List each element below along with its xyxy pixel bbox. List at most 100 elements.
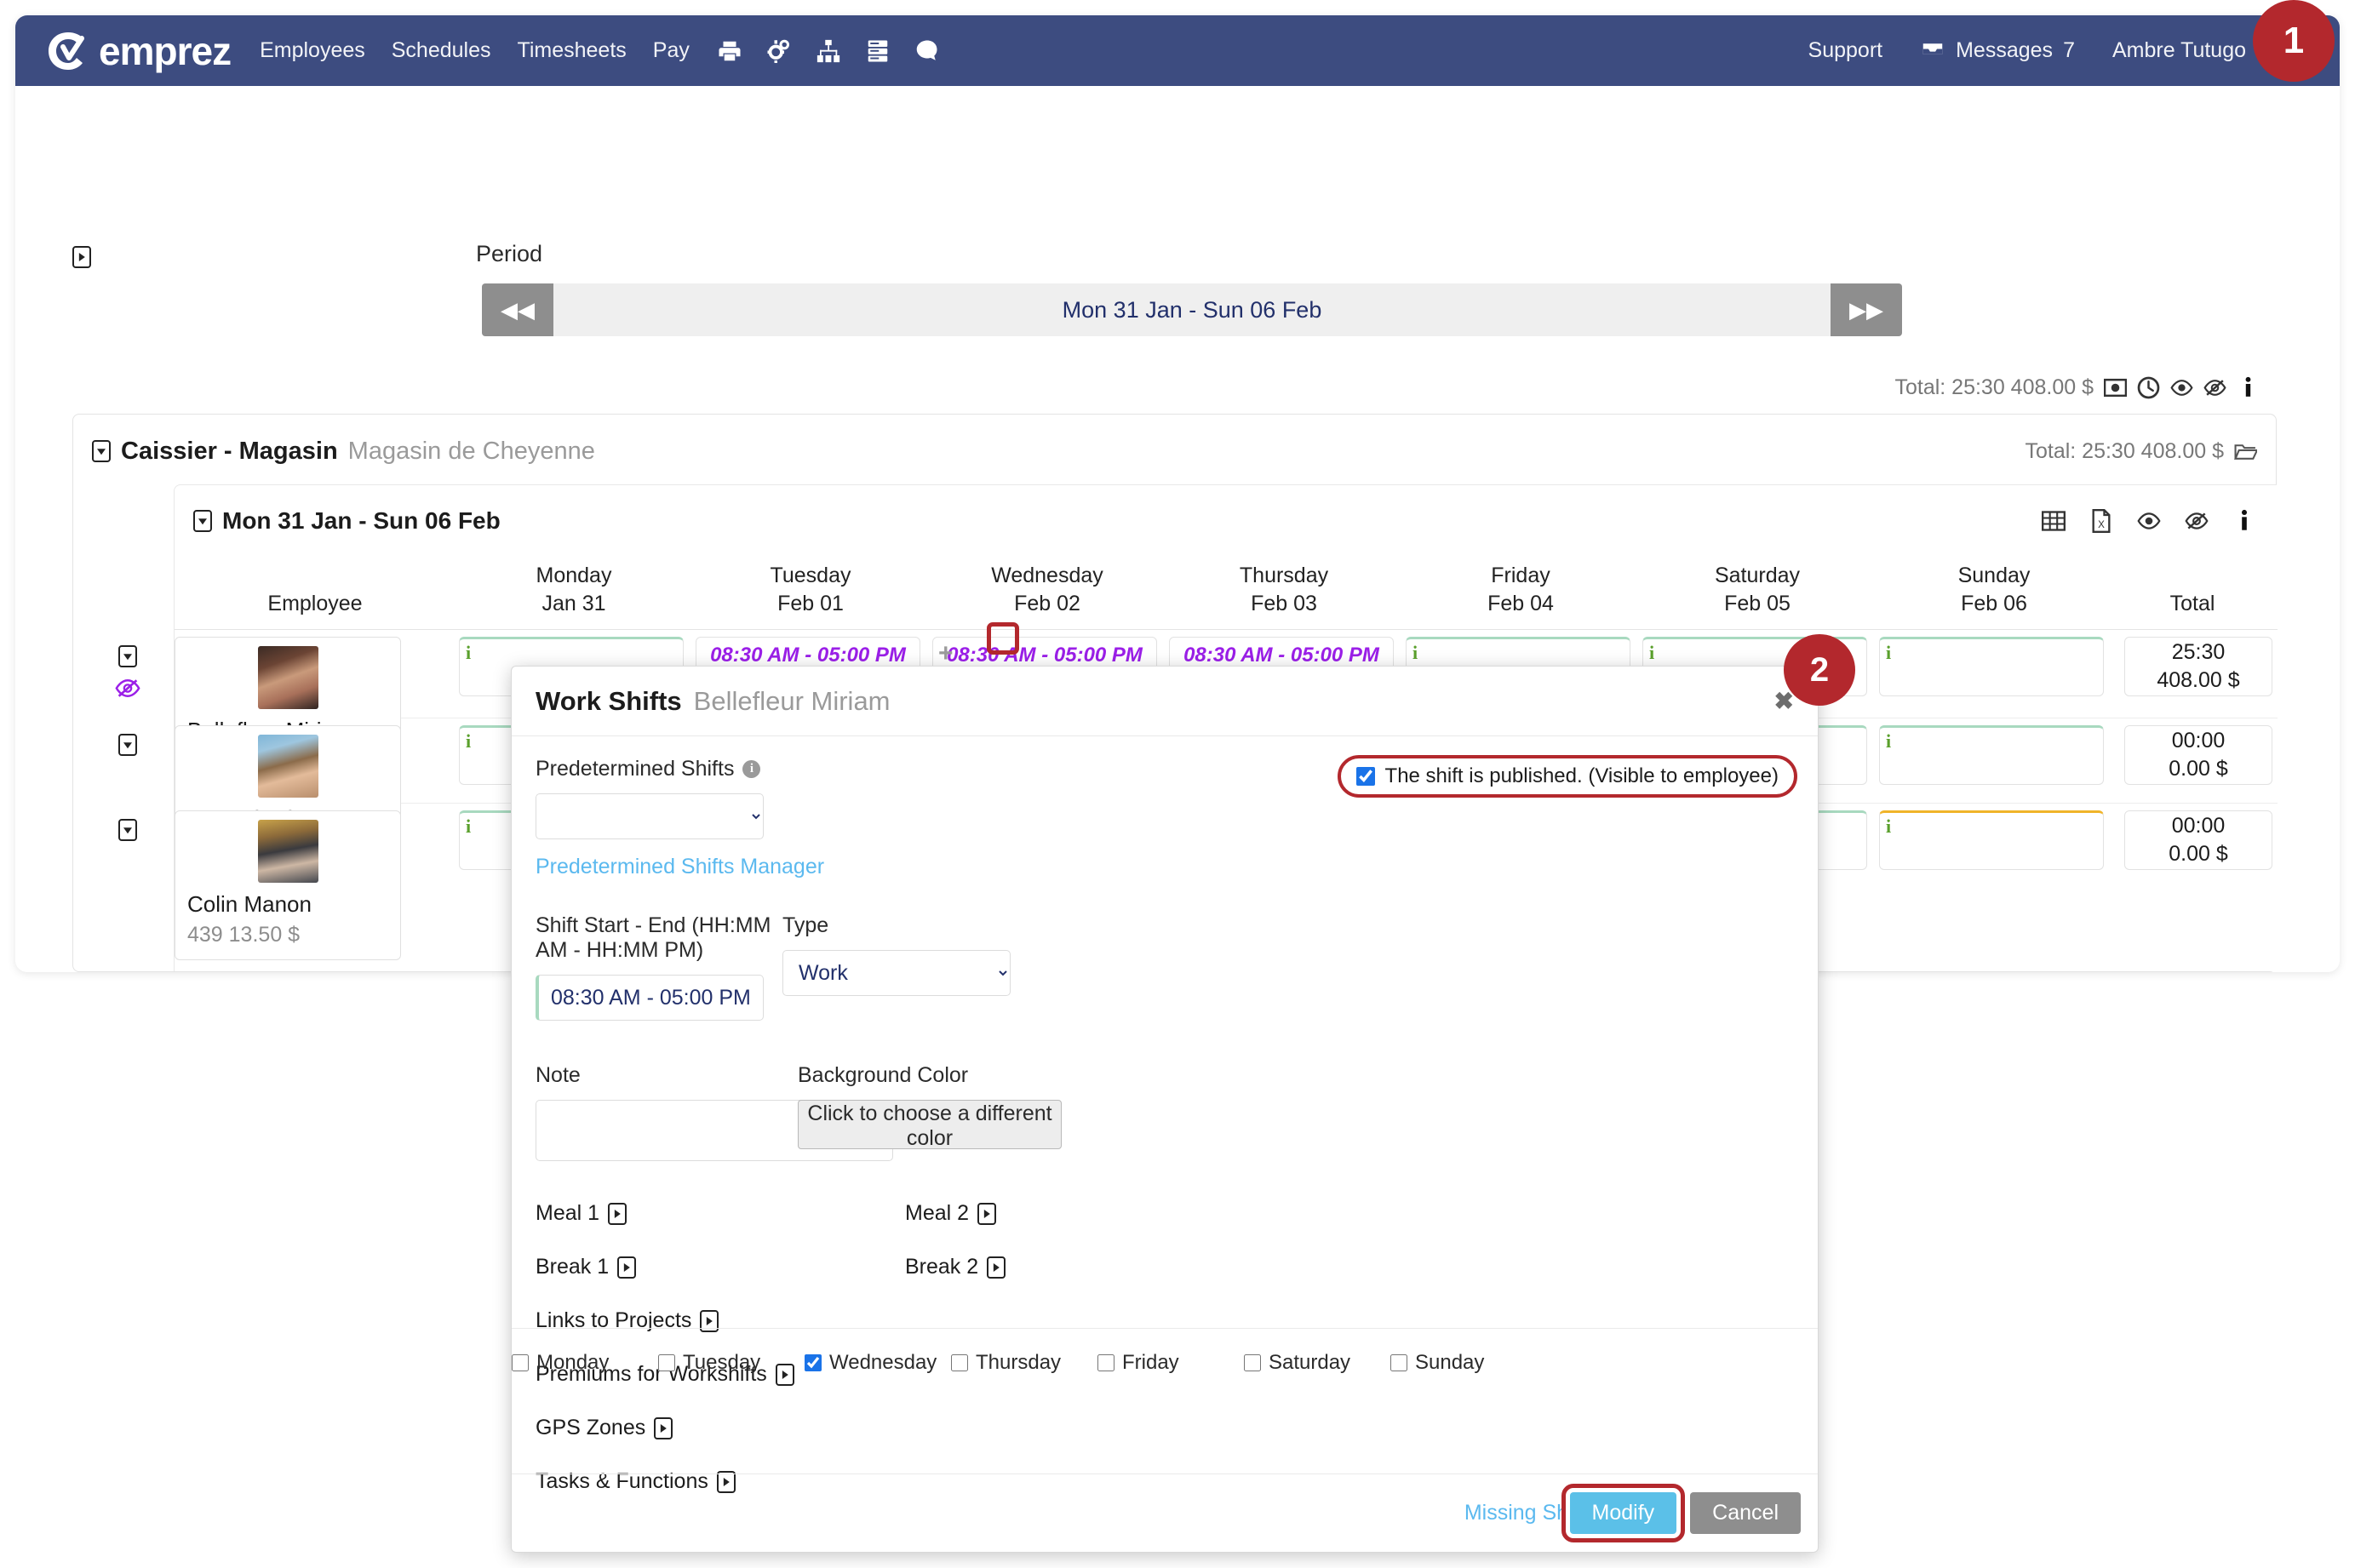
nav-item-schedules[interactable]: Schedules [391,38,491,62]
week-collapse-toggle[interactable] [193,510,212,532]
period-current-value[interactable]: Mon 31 Jan - Sun 06 Feb [1062,296,1322,323]
group-header: Caissier - Magasin Magasin de Cheyenne T… [92,432,2257,471]
total-hours: 00:00 [2171,814,2226,838]
info-badge[interactable]: i [1412,642,1418,663]
info-badge[interactable]: i [466,642,472,663]
info-badge[interactable]: i [466,815,472,837]
row-handle-2 [89,734,166,756]
row-expand-toggle[interactable] [118,819,137,841]
nav-support[interactable]: Support [1808,38,1883,62]
info-icon[interactable] [2237,376,2260,399]
eye-slash-icon[interactable] [2185,509,2209,533]
grand-total-text: Total: 25:30 408.00 $ [1894,375,2094,399]
shift-slot-empty[interactable]: i [1879,810,2104,870]
expand-icon[interactable] [716,1470,736,1493]
shift-start-end-input[interactable] [536,975,764,1021]
published-label[interactable]: The shift is published. (Visible to empl… [1384,764,1779,787]
group-total: Total: 25:30 408.00 $ [2025,439,2257,464]
day-checkbox-monday[interactable]: Monday [512,1351,658,1375]
open-folder-icon[interactable] [2234,440,2257,463]
accordion-row: Premiums for Workshifts [536,1362,1794,1387]
premiums-for-workshifts-section[interactable]: Premiums for Workshifts [536,1362,905,1387]
clock-icon[interactable] [2137,376,2160,399]
day-checkbox-wednesday[interactable]: Wednesday [805,1351,951,1375]
expand-icon[interactable] [977,1202,997,1225]
break-1-section[interactable]: Break 1 [536,1255,905,1279]
brand-logo-area[interactable]: emprez [46,30,232,72]
eye-slash-icon[interactable] [2203,376,2226,399]
shift-slot-empty[interactable]: i [1879,725,2104,785]
nav-item-timesheets[interactable]: Timesheets [517,38,627,62]
nav-right-group: Support Messages 7 Ambre Tutugo [1808,38,2309,64]
predetermined-shifts-select[interactable] [536,793,764,839]
org-chart-icon[interactable] [816,38,841,64]
break-2-section[interactable]: Break 2 [905,1255,1006,1279]
modal-title: Work Shifts [536,685,682,716]
choose-color-button[interactable]: Click to choose a different color [798,1100,1062,1150]
expand-icon[interactable] [654,1416,673,1439]
tasks-and-functions-section[interactable]: Tasks & Functions [536,1469,905,1494]
group-collapse-toggle[interactable] [92,440,111,462]
gps-zones-section[interactable]: GPS Zones [536,1416,905,1440]
expand-icon[interactable] [775,1363,794,1386]
shift-slot-empty[interactable]: i [1879,637,2104,696]
row-expand-toggle[interactable] [118,734,137,756]
published-checkbox-group[interactable]: The shift is published. (Visible to empl… [1337,755,1797,798]
grand-total-row: Total: 25:30 408.00 $ [1894,375,2260,400]
gears-icon[interactable] [766,38,792,64]
meal-1-section[interactable]: Meal 1 [536,1201,905,1226]
eye-slash-icon[interactable] [115,679,140,697]
expand-icon[interactable] [608,1202,627,1225]
meal-2-section[interactable]: Meal 2 [905,1201,997,1226]
info-icon[interactable]: i [742,760,761,778]
info-icon[interactable] [2232,509,2256,533]
day-checkbox-friday[interactable]: Friday [1097,1351,1244,1375]
shift-start-end-label: Shift Start - End (HH:MM AM - HH:MM PM) [536,913,771,962]
period-next-button[interactable]: ▶▶ [1831,283,1902,336]
published-checkbox[interactable] [1355,767,1375,786]
close-icon[interactable]: ✖ [1773,688,1794,714]
day-checkbox-tuesday[interactable]: Tuesday [658,1351,805,1375]
day-checkbox-thursday[interactable]: Thursday [951,1351,1097,1375]
info-badge[interactable]: i [466,730,472,752]
info-badge[interactable]: i [1649,642,1655,663]
shift-time: 08:30 AM - 05:00 PM [947,644,1143,667]
day-checkbox-saturday[interactable]: Saturday [1244,1351,1390,1375]
row-expand-toggle[interactable] [118,645,137,667]
expand-icon[interactable] [987,1256,1006,1279]
nav-item-pay[interactable]: Pay [652,38,690,62]
th-saturday: Saturday Feb 05 [1714,563,1801,616]
info-badge[interactable]: i [1886,642,1892,663]
expand-icon[interactable] [700,1309,719,1332]
nav-messages[interactable]: Messages 7 [1920,38,2075,64]
th-tuesday: Tuesday Feb 01 [770,563,851,616]
eye-icon[interactable] [2170,376,2193,399]
day-checkbox-sunday[interactable]: Sunday [1390,1351,1537,1375]
nav-item-employees[interactable]: Employees [260,38,365,62]
excel-export-icon[interactable]: X [2089,509,2113,533]
table-icon[interactable] [2042,509,2066,533]
collapse-all-toggle[interactable] [72,246,91,268]
note-field-group: Note [536,1063,893,1165]
expand-icon[interactable] [617,1256,637,1279]
add-shift-icon[interactable]: + [938,639,954,667]
modify-button[interactable]: Modify [1569,1492,1677,1534]
accordion-row: GPS Zones [536,1416,1794,1440]
cancel-button[interactable]: Cancel [1690,1492,1801,1534]
money-icon[interactable] [2104,376,2127,399]
work-shifts-modal: Work Shifts Bellefleur Miriam ✖ Predeter… [511,666,1819,1553]
info-badge[interactable]: i [1886,730,1892,752]
chat-bubble-icon[interactable] [914,38,940,64]
period-label: Period [476,241,543,266]
nav-user-name[interactable]: Ambre Tutugo [2111,38,2246,62]
list-icon[interactable] [865,38,891,64]
total-box: 00:00 0.00 $ [2124,725,2272,785]
info-badge[interactable]: i [1886,815,1892,837]
type-select[interactable]: Work [782,950,1011,996]
period-prev-button[interactable]: ◀◀ [482,283,553,336]
eye-icon[interactable] [2137,509,2161,533]
employee-card[interactable]: Colin Manon 439 13.50 $ [175,810,401,960]
printer-icon[interactable] [717,38,742,64]
predetermined-shifts-manager-link[interactable]: Predetermined Shifts Manager [536,855,825,878]
total-box: 00:00 0.00 $ [2124,810,2272,870]
